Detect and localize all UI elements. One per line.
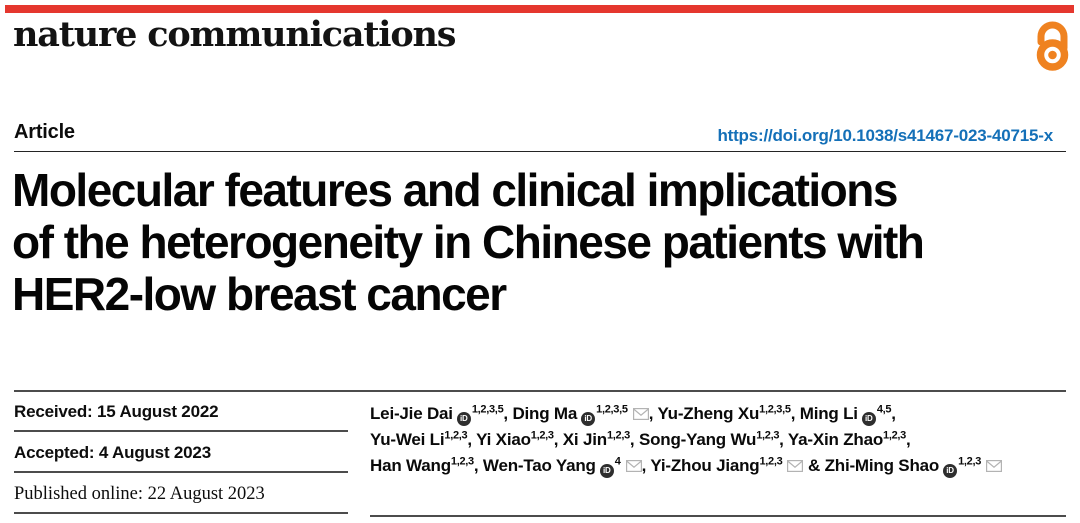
article-title-line-2: of the heterogeneity in Chinese patients… <box>12 216 925 268</box>
author-separator: , <box>891 404 896 423</box>
author-separator: & <box>803 456 825 475</box>
author-affiliations: 1,2,3,5 <box>596 403 628 416</box>
masthead-accent-bar <box>5 5 1074 13</box>
header-divider <box>14 151 1066 152</box>
author-separator: , <box>648 404 658 423</box>
author-separator: , <box>467 430 477 449</box>
envelope-icon[interactable] <box>632 402 649 428</box>
author-affiliations: 1,2,3 <box>958 455 982 468</box>
author-separator: , <box>641 456 651 475</box>
author-affiliations: 1,2,3 <box>450 455 474 468</box>
author-separator: , <box>790 404 800 423</box>
author-separator: , <box>905 430 911 449</box>
author-separator: , <box>473 456 483 475</box>
received-date: Received: 15 August 2022 <box>14 402 219 421</box>
author-separator: , <box>503 404 513 423</box>
author-name: Xi Jin <box>562 430 607 449</box>
author-separator: , <box>629 430 639 449</box>
author-affiliations: 1,2,3 <box>530 429 554 442</box>
author-affiliations: 1,2,3 <box>883 429 906 442</box>
author-name: Yi Xiao <box>476 430 531 449</box>
divider <box>14 471 348 473</box>
author-line-3: Han Wang1,2,3, Wen-Tao Yang iD4, Yi-Zhou … <box>370 453 1070 479</box>
author-affiliations: 1,2,3 <box>756 429 780 442</box>
author-name: Lei-Jie Dai <box>370 404 453 423</box>
author-name: Ya-Xin Zhao <box>787 430 884 449</box>
article-title-line-1: Molecular features and clinical implicat… <box>12 164 898 216</box>
author-affiliations: 1,2,3 <box>444 429 468 442</box>
envelope-icon[interactable] <box>986 454 1003 480</box>
author-separator: , <box>553 430 563 449</box>
author-separator: , <box>779 430 788 449</box>
doi-link[interactable]: https://doi.org/10.1038/s41467-023-40715… <box>717 126 1053 145</box>
envelope-icon[interactable] <box>625 454 642 480</box>
author-name: Yu-Zheng Xu <box>657 404 760 423</box>
author-name: Wen-Tao Yang <box>482 456 596 475</box>
metadata-top-divider <box>14 390 1066 392</box>
orcid-id-icon[interactable]: iD <box>581 412 596 426</box>
author-name: Zhi-Ming Shao <box>824 456 940 475</box>
accepted-date: Accepted: 4 August 2023 <box>14 443 211 462</box>
article-title: Molecular features and clinical implicat… <box>12 164 1076 320</box>
orcid-id-icon[interactable]: iD <box>943 464 958 478</box>
article-title-line-3: HER2-low breast cancer <box>12 268 507 320</box>
author-affiliations: 1,2,3 <box>606 429 630 442</box>
orcid-id-icon[interactable]: iD <box>599 464 614 478</box>
author-affiliations: 1,2,3 <box>759 455 783 468</box>
author-name: Yi-Zhou Jiang <box>650 456 760 475</box>
author-name: Ming Li <box>799 404 858 423</box>
divider <box>14 430 348 432</box>
author-affiliations: 4,5 <box>876 403 892 416</box>
author-line-2: Yu-Wei Li1,2,3, Yi Xiao1,2,3, Xi Jin1,2,… <box>370 427 1070 453</box>
author-affiliations: 1,2,3,5 <box>471 403 504 416</box>
orcid-id-icon[interactable]: iD <box>456 412 471 426</box>
author-block-bottom-divider <box>370 515 1066 517</box>
open-access-icon <box>1029 15 1076 72</box>
author-name: Ding Ma <box>512 404 578 423</box>
orcid-id-icon[interactable]: iD <box>861 412 876 426</box>
envelope-icon[interactable] <box>787 454 804 480</box>
author-name: Han Wang <box>370 456 451 475</box>
published-online-date: Published online: 22 August 2023 <box>14 484 265 504</box>
author-affiliations: 1,2,3,5 <box>759 403 791 416</box>
author-name: Yu-Wei Li <box>370 430 445 449</box>
author-name: Song-Yang Wu <box>638 430 757 449</box>
author-affiliations: 4 <box>614 455 621 468</box>
article-type-label: Article <box>14 121 75 143</box>
journal-wordmark: nature communications <box>13 14 456 55</box>
author-line-1: Lei-Jie Dai iD1,2,3,5, Ding Ma iD1,2,3,5, … <box>370 401 1070 427</box>
divider <box>14 512 348 514</box>
author-list: Lei-Jie Dai iD1,2,3,5, Ding Ma iD1,2,3,5, … <box>370 401 1070 479</box>
